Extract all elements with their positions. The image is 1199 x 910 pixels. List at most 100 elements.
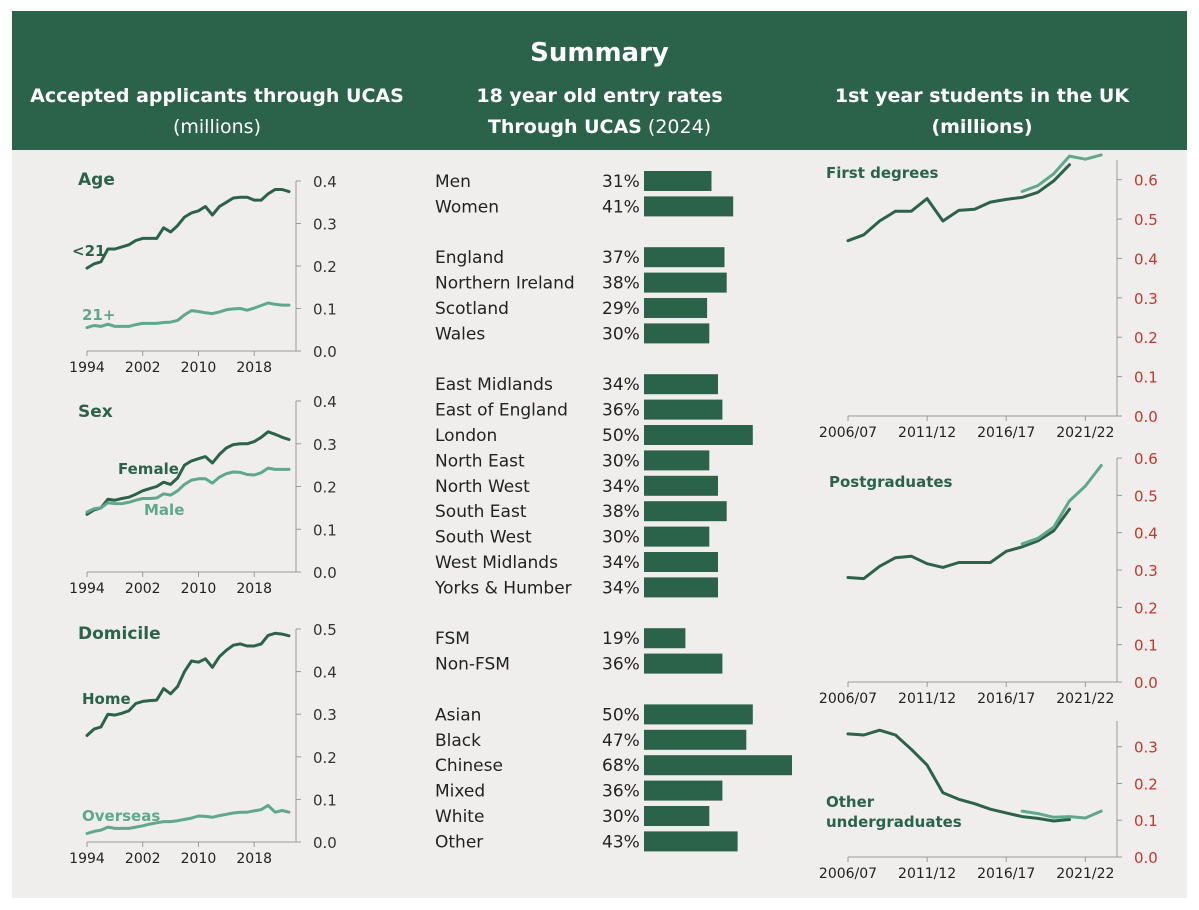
bar-value-label: 36% <box>602 782 640 802</box>
bar-category-label: North East <box>435 451 525 471</box>
bar-category-label: Scotland <box>435 299 509 319</box>
other-undergraduates-y-tick-label: 0.3 <box>1134 739 1158 757</box>
bar-value-label: 68% <box>602 756 640 776</box>
bar-category-label: South East <box>435 502 527 522</box>
age-x-tick-label: 2002 <box>125 360 161 376</box>
other-undergraduates-chart: 0.0 0.1 0.2 0.3 2006/07 2011/12 2016/17 2021/22… <box>819 721 1158 882</box>
domicile-series-label: Overseas <box>82 807 160 825</box>
bar-north-west <box>644 475 718 496</box>
sex-y-tick-label: 0.2 <box>313 479 337 497</box>
domicile-x-tick-label: 2010 <box>181 851 217 867</box>
domicile-y-tick-label: 0.1 <box>313 791 337 809</box>
other-undergraduates-chart-title: undergraduates <box>826 813 962 831</box>
bar-north-east <box>644 450 710 471</box>
postgraduates-chart: 0.0 0.1 0.2 0.3 0.4 0.5 0.6 2006/07 2011/12 2016/… <box>819 450 1158 707</box>
age-series-label: <21 <box>72 242 105 260</box>
bar-category-label: East Midlands <box>435 375 553 395</box>
sex-y-tick-label: 0.4 <box>313 393 337 411</box>
bar-yorks-humber <box>644 577 718 598</box>
first-degrees-x-tick-label: 2021/22 <box>1056 425 1114 441</box>
bar-value-label: 30% <box>602 528 640 548</box>
age-series-21-line <box>85 301 291 330</box>
bar-east-midlands <box>644 374 718 395</box>
other-undergraduates-y-tick-label: 0.0 <box>1134 849 1158 867</box>
domicile-x-tick-label: 2018 <box>236 851 272 867</box>
first-degrees-series-first-degrees-earlier-series-line <box>846 163 1071 243</box>
sex-series-female-line <box>85 430 291 516</box>
column-2-heading-line2-normal: (2024) <box>647 116 712 138</box>
bar-london <box>644 425 753 445</box>
bar-value-label: 30% <box>602 807 640 827</box>
bar-category-label: Chinese <box>435 756 503 776</box>
first-degrees-y-tick-label: 0.4 <box>1134 250 1158 268</box>
column-1-heading: Accepted applicants through UCAS (millio… <box>22 81 412 143</box>
sex-x-tick-label: 1994 <box>69 581 105 597</box>
bar-category-label: South West <box>435 528 532 548</box>
age-series-label: 21+ <box>82 306 115 324</box>
first-degrees-y-tick-label: 0.1 <box>1134 369 1158 387</box>
bar-category-label: Women <box>435 197 499 217</box>
postgraduates-y-tick-label: 0.4 <box>1134 525 1158 543</box>
column-3-heading: 1st year students in the UK (millions) <box>792 81 1172 143</box>
postgraduates-y-tick-label: 0.2 <box>1134 599 1158 617</box>
first-degrees-y-tick-label: 0.5 <box>1134 211 1158 229</box>
bar-category-label: Mixed <box>435 782 485 802</box>
bar-value-label: 34% <box>602 553 640 573</box>
column-1-heading-line2: (millions) <box>172 116 261 138</box>
sex-x-tick-label: 2002 <box>125 581 161 597</box>
other-undergraduates-x-tick-label: 2016/17 <box>977 866 1035 882</box>
bar-value-label: 43% <box>602 832 640 852</box>
bar-men <box>644 171 712 191</box>
domicile-y-tick-label: 0.3 <box>313 706 337 724</box>
postgraduates-y-tick-label: 0.5 <box>1134 487 1158 505</box>
postgraduates-series-postgraduates-new-series-line <box>1020 464 1103 546</box>
bar-women <box>644 196 734 217</box>
postgraduates-x-tick-label: 2016/17 <box>977 691 1035 707</box>
age-y-tick-label: 0.1 <box>313 301 337 319</box>
bar-england <box>644 247 725 268</box>
first-degrees-y-tick-label: 0.2 <box>1134 329 1158 347</box>
bar-value-label: 36% <box>602 655 640 675</box>
postgraduates-x-tick-label: 2021/22 <box>1056 691 1114 707</box>
entry-rates-bar-chart: Men 31% Women 41% England 37% Northern Ireland… <box>434 171 792 852</box>
first-degrees-x-tick-label: 2011/12 <box>898 425 956 441</box>
column-3-heading-line1: 1st year students in the UK <box>834 85 1130 107</box>
bar-west-midlands <box>644 552 718 572</box>
domicile-y-tick-label: 0.0 <box>313 834 337 852</box>
bar-non-fsm <box>644 653 723 674</box>
sex-x-tick-label: 2018 <box>236 581 272 597</box>
first-degrees-x-tick-label: 2016/17 <box>977 425 1035 441</box>
bar-value-label: 38% <box>602 502 640 522</box>
postgraduates-y-tick-label: 0.1 <box>1134 637 1158 655</box>
bar-scotland <box>644 298 708 318</box>
domicile-series-overseas-line <box>85 803 291 835</box>
bar-value-label: 30% <box>602 324 640 344</box>
bar-value-label: 19% <box>602 629 640 649</box>
other-undergraduates-x-tick-label: 2011/12 <box>898 866 956 882</box>
postgraduates-y-tick-label: 0.3 <box>1134 562 1158 580</box>
page-title: Summary <box>530 38 669 68</box>
bar-category-label: Other <box>435 832 483 852</box>
bar-value-label: 47% <box>602 731 640 751</box>
age-y-tick-label: 0.0 <box>313 343 337 361</box>
sex-y-tick-label: 0.0 <box>313 564 337 582</box>
age-x-tick-label: 1994 <box>69 360 105 376</box>
sex-x-tick-label: 2010 <box>181 581 217 597</box>
other-undergraduates-x-tick-label: 2006/07 <box>819 866 877 882</box>
bar-fsm <box>644 628 686 649</box>
bar-category-label: North West <box>435 477 530 497</box>
bar-category-label: Non-FSM <box>435 655 510 675</box>
bar-category-label: England <box>435 248 504 268</box>
bar-category-label: Asian <box>435 705 481 725</box>
column-2-heading-line1: 18 year old entry rates <box>476 85 723 107</box>
postgraduates-series-postgraduates-earlier-series-line <box>846 507 1071 581</box>
bar-category-label: Black <box>435 731 481 751</box>
bar-value-label: 50% <box>602 705 640 725</box>
bar-value-label: 29% <box>602 299 640 319</box>
postgraduates-y-tick-label: 0.0 <box>1134 674 1158 692</box>
bar-category-label: Northern Ireland <box>435 274 575 294</box>
domicile-series-home-line <box>85 631 291 737</box>
bar-value-label: 36% <box>602 401 640 421</box>
bar-category-label: FSM <box>435 629 470 649</box>
